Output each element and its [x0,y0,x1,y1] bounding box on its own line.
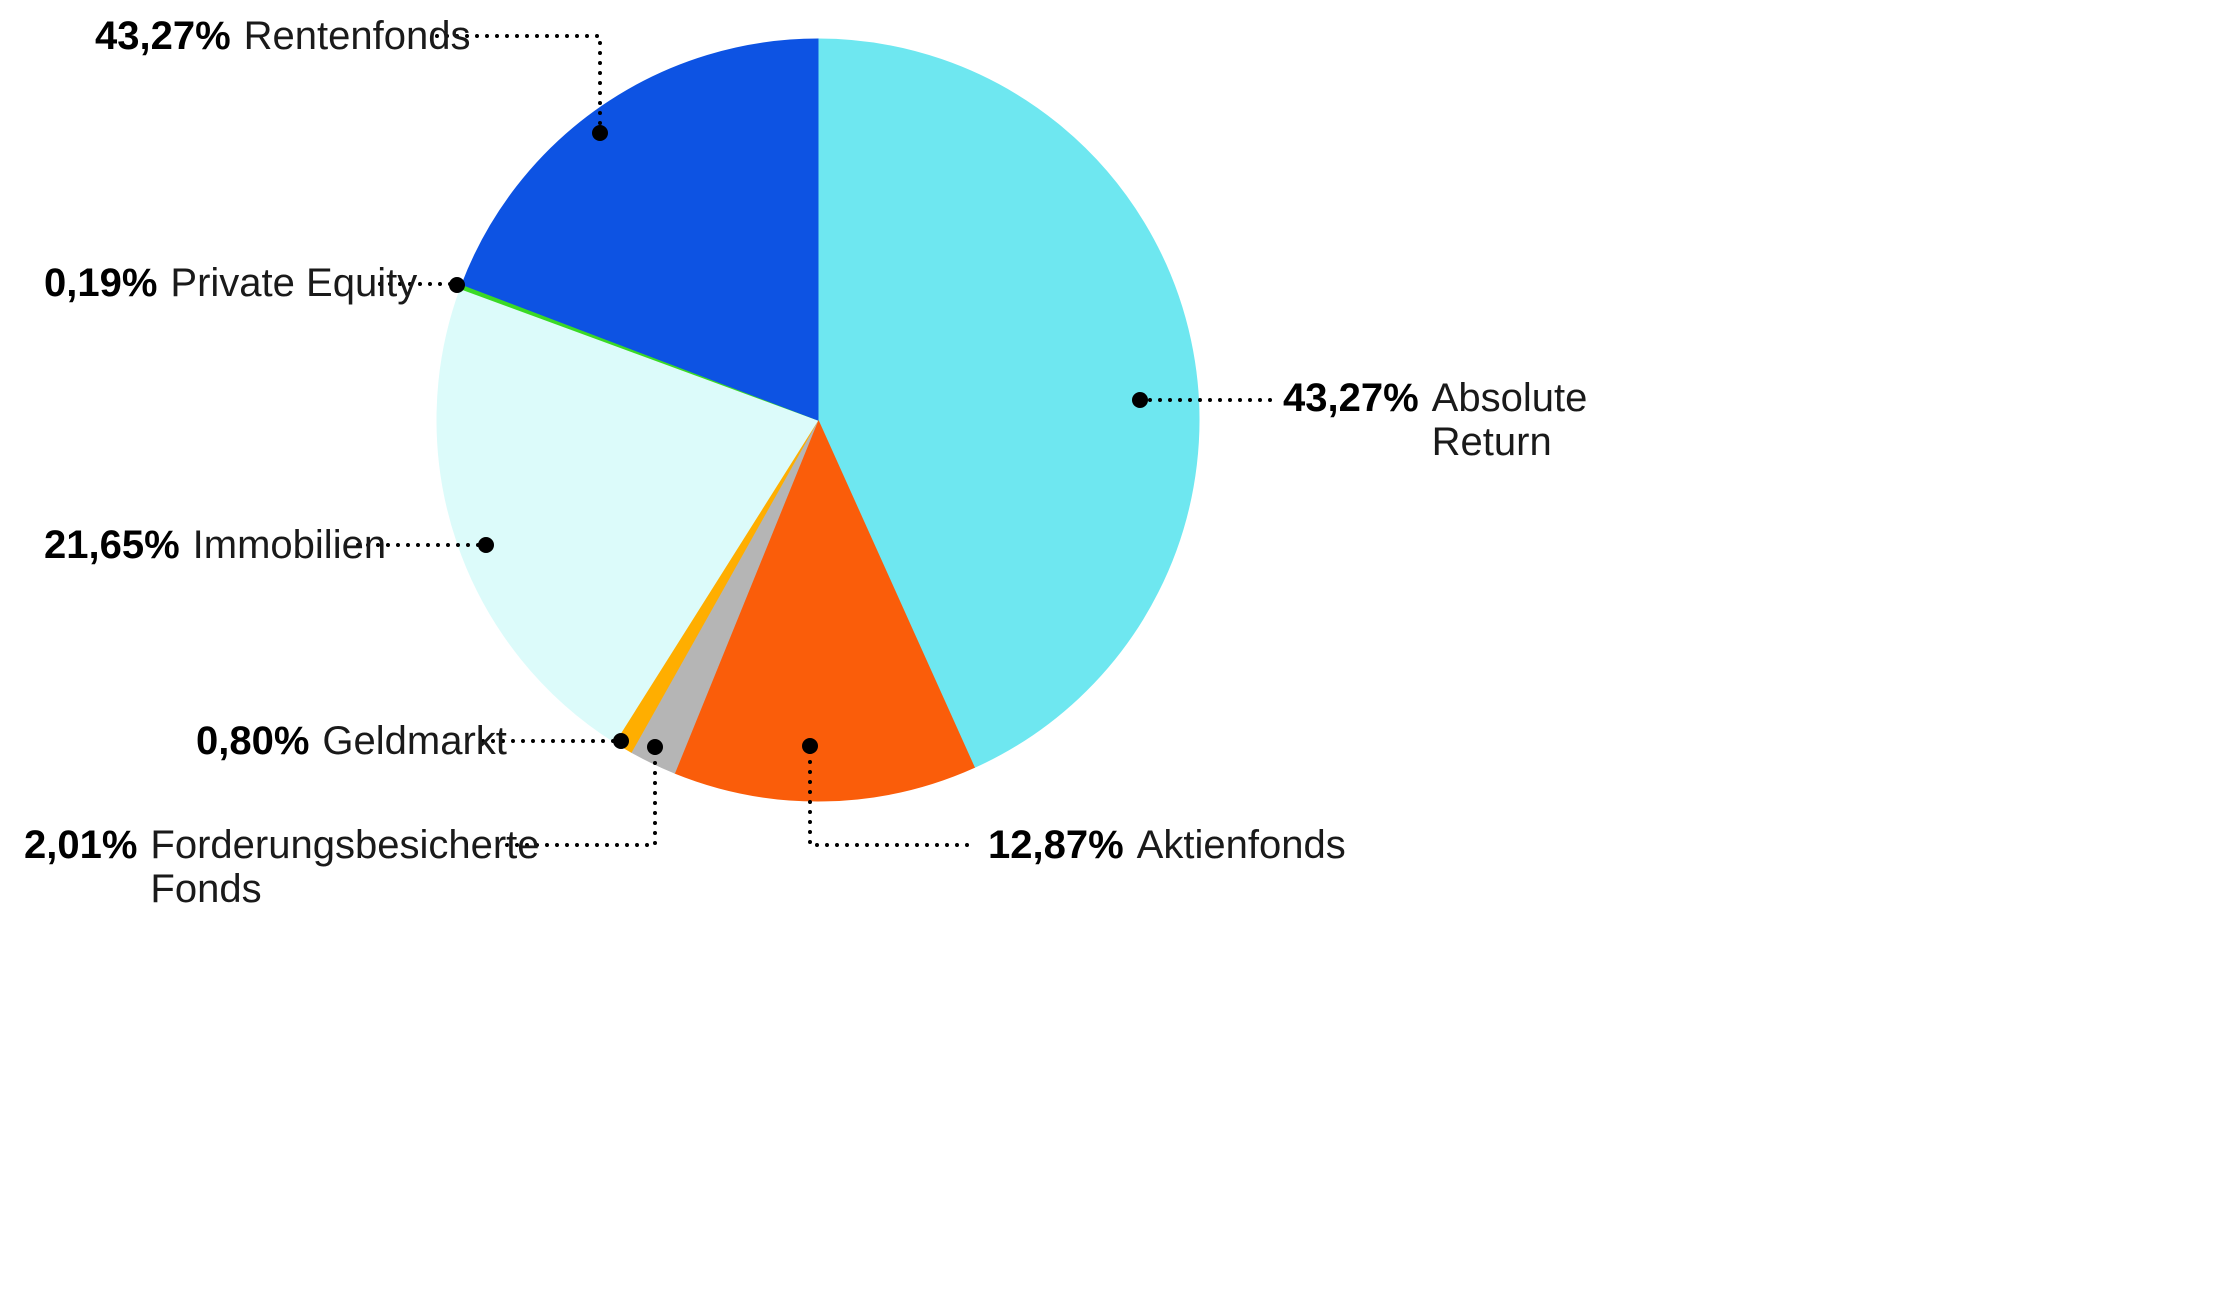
callout-aktienfonds: 12,87% Aktienfonds [988,823,1346,867]
pie-slice-aktienfonds [673,418,976,802]
callout-immobilien: 21,65% Immobilien [44,523,386,567]
slice-label-geldmarkt: Geldmarkt [322,719,507,763]
slice-label-forderungsbesicherte-fonds: Forderungsbesicherte Fonds [150,823,540,911]
leader-dot-aktienfonds [802,738,818,754]
pie-slice-absolute-return [817,38,1200,769]
slice-percent-forderungsbesicherte-fonds: 2,01% [24,823,138,867]
slice-percent-rentenfonds: 43,27% [95,14,231,58]
slice-label-rentenfonds: Rentenfonds [243,14,471,58]
leader-line-aktienfonds [808,750,978,847]
pie-slice-immobilien [436,288,819,744]
leader-dot-private-equity [449,277,465,293]
slice-label-immobilien: Immobilien [192,523,387,567]
callout-absolute-return: 43,27% Absolute Return [1283,376,1607,464]
slice-percent-geldmarkt: 0,80% [196,719,310,763]
leader-dot-absolute-return [1132,392,1148,408]
leader-dot-immobilien [478,537,494,553]
leader-line-forderungsbesicherte-fonds [498,751,657,847]
callout-private-equity: 0,19% Private Equity [44,261,417,305]
slice-label-absolute-return: Absolute Return [1431,376,1588,464]
slice-label-private-equity: Private Equity [170,261,418,305]
leader-dot-rentenfonds [592,125,608,141]
leader-dot-geldmarkt [613,733,629,749]
slice-percent-aktienfonds: 12,87% [988,823,1124,867]
callout-rentenfonds: 43,27% Rentenfonds [95,14,471,58]
pie-slice-rentenfonds [461,38,819,421]
callout-forderungsbesicherte-fonds: 2,01% Forderungsbesicherte Fonds [24,823,540,911]
slice-percent-immobilien: 21,65% [44,523,180,567]
callout-geldmarkt: 0,80% Geldmarkt [196,719,507,763]
leader-dot-forderungsbesicherte-fonds [647,739,663,755]
slice-percent-private-equity: 0,19% [44,261,158,305]
slice-label-aktienfonds: Aktienfonds [1136,823,1346,867]
slice-percent-absolute-return: 43,27% [1283,376,1419,420]
